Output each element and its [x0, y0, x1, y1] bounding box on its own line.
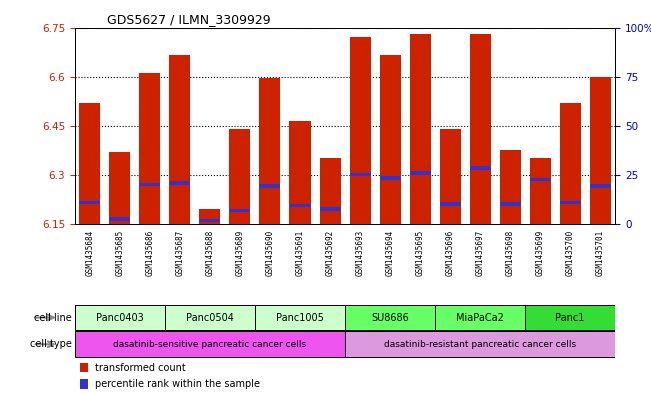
Bar	[75, 305, 165, 331]
Bar	[409, 171, 430, 175]
Bar	[109, 152, 130, 224]
Bar	[560, 200, 581, 204]
Bar	[435, 305, 525, 331]
Text: MiaPaCa2: MiaPaCa2	[456, 312, 504, 323]
Bar	[139, 183, 160, 186]
Bar	[350, 37, 370, 224]
Text: GSM1435691: GSM1435691	[296, 230, 305, 276]
Text: GSM1435696: GSM1435696	[445, 230, 454, 276]
Text: GSM1435693: GSM1435693	[355, 230, 365, 276]
Text: GSM1435694: GSM1435694	[385, 230, 395, 276]
Bar	[590, 77, 611, 224]
Text: GSM1435701: GSM1435701	[596, 230, 605, 276]
Bar	[590, 184, 611, 188]
Text: GSM1435698: GSM1435698	[506, 230, 515, 276]
Bar	[109, 217, 130, 220]
Bar	[260, 78, 281, 224]
Text: GSM1435697: GSM1435697	[476, 230, 484, 276]
Bar	[499, 150, 521, 224]
Text: SU8686: SU8686	[371, 312, 409, 323]
Text: Panc1005: Panc1005	[276, 312, 324, 323]
Bar	[380, 55, 400, 224]
Text: GDS5627 / ILMN_3309929: GDS5627 / ILMN_3309929	[107, 13, 271, 26]
Bar	[255, 305, 345, 331]
Bar	[350, 173, 370, 176]
Text: GSM1435687: GSM1435687	[175, 230, 184, 276]
Bar	[409, 34, 430, 224]
Bar	[439, 129, 461, 224]
Bar	[290, 204, 311, 208]
Bar	[260, 184, 281, 188]
Text: transformed count: transformed count	[95, 362, 186, 373]
Text: GSM1435699: GSM1435699	[536, 230, 545, 276]
Bar	[525, 305, 615, 331]
Text: dasatinib-sensitive pancreatic cancer cells: dasatinib-sensitive pancreatic cancer ce…	[113, 340, 307, 349]
Text: GSM1435690: GSM1435690	[266, 230, 275, 276]
Bar	[320, 158, 340, 224]
Bar	[80, 363, 89, 373]
Bar	[345, 305, 435, 331]
Bar	[530, 178, 551, 181]
Text: GSM1435685: GSM1435685	[115, 230, 124, 276]
Bar	[439, 202, 461, 206]
Bar	[75, 331, 345, 357]
Bar	[79, 200, 100, 204]
Bar	[320, 207, 340, 211]
Bar	[79, 103, 100, 224]
Bar	[469, 166, 491, 170]
Text: GSM1435688: GSM1435688	[206, 230, 214, 276]
Bar	[169, 181, 191, 185]
Text: Panc0403: Panc0403	[96, 312, 144, 323]
Bar	[165, 305, 255, 331]
Bar	[345, 331, 615, 357]
Text: Panc0504: Panc0504	[186, 312, 234, 323]
Bar	[80, 379, 89, 389]
Bar	[139, 73, 160, 224]
Text: cell line: cell line	[34, 312, 72, 323]
Text: GSM1435692: GSM1435692	[326, 230, 335, 276]
Text: GSM1435686: GSM1435686	[145, 230, 154, 276]
Text: percentile rank within the sample: percentile rank within the sample	[95, 379, 260, 389]
Bar	[199, 219, 221, 222]
Text: GSM1435700: GSM1435700	[566, 230, 575, 276]
Text: GSM1435684: GSM1435684	[85, 230, 94, 276]
Bar	[499, 202, 521, 206]
Bar	[380, 176, 400, 180]
Bar	[530, 158, 551, 224]
Bar	[469, 34, 491, 224]
Bar	[560, 103, 581, 224]
Bar	[199, 209, 221, 224]
Bar	[229, 209, 251, 212]
Bar	[169, 55, 191, 224]
Text: GSM1435695: GSM1435695	[415, 230, 424, 276]
Text: Panc1: Panc1	[555, 312, 585, 323]
Text: GSM1435689: GSM1435689	[236, 230, 245, 276]
Bar	[229, 129, 251, 224]
Text: cell type: cell type	[30, 339, 72, 349]
Text: dasatinib-resistant pancreatic cancer cells: dasatinib-resistant pancreatic cancer ce…	[384, 340, 576, 349]
Bar	[290, 121, 311, 224]
